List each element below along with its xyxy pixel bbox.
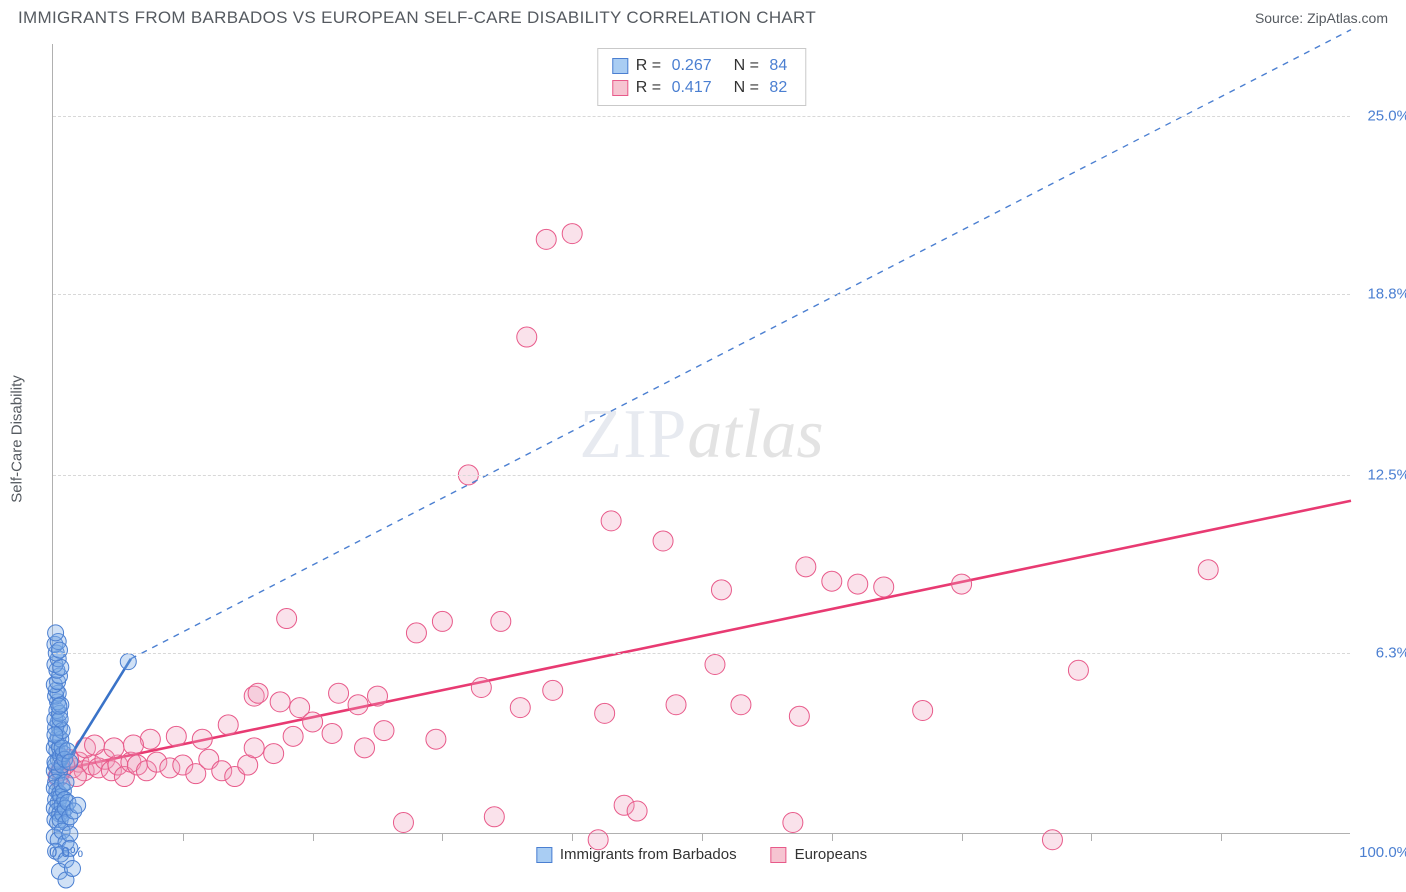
gridline xyxy=(53,294,1350,295)
x-tick xyxy=(442,833,443,841)
legend-series-label: Immigrants from Barbados xyxy=(560,846,737,863)
r-value: 0.267 xyxy=(672,57,712,74)
gridline xyxy=(53,653,1350,654)
r-value: 0.417 xyxy=(672,79,712,96)
x-tick xyxy=(702,833,703,841)
x-tick xyxy=(962,833,963,841)
legend-swatch-blue xyxy=(536,847,552,863)
r-label: R = xyxy=(636,57,661,74)
header: IMMIGRANTS FROM BARBADOS VS EUROPEAN SEL… xyxy=(0,0,1406,32)
y-axis-title: Self-Care Disability xyxy=(9,375,26,503)
chart-title: IMMIGRANTS FROM BARBADOS VS EUROPEAN SEL… xyxy=(18,8,816,28)
x-tick xyxy=(832,833,833,841)
legend-swatch-blue xyxy=(612,58,628,74)
source-prefix: Source: xyxy=(1255,10,1307,26)
r-label: R = xyxy=(636,79,661,96)
y-tick-label: 12.5% xyxy=(1355,466,1406,483)
x-axis-min-label: 0.0% xyxy=(49,844,83,861)
source-link[interactable]: ZipAtlas.com xyxy=(1307,10,1388,26)
legend-series-label: Europeans xyxy=(795,846,868,863)
legend-series: Immigrants from Barbados Europeans xyxy=(536,846,867,863)
y-tick-label: 25.0% xyxy=(1355,107,1406,124)
x-tick xyxy=(1221,833,1222,841)
scatter-plot-svg xyxy=(53,44,1350,833)
n-value: 84 xyxy=(769,57,787,74)
n-label: N = xyxy=(734,57,759,74)
legend-correlation-row-2: R = 0.417 N = 82 xyxy=(608,77,795,99)
x-tick xyxy=(183,833,184,841)
y-tick-label: 6.3% xyxy=(1355,645,1406,662)
legend-correlation: R = 0.267 N = 84 R = 0.417 N = 82 xyxy=(597,48,806,106)
legend-swatch-pink xyxy=(771,847,787,863)
legend-series-item-1: Immigrants from Barbados xyxy=(536,846,737,863)
x-tick xyxy=(1091,833,1092,841)
gridline xyxy=(53,475,1350,476)
x-tick xyxy=(572,833,573,841)
legend-swatch-pink xyxy=(612,80,628,96)
x-tick xyxy=(313,833,314,841)
y-tick-label: 18.8% xyxy=(1355,285,1406,302)
legend-correlation-row-1: R = 0.267 N = 84 xyxy=(608,55,795,77)
n-label: N = xyxy=(734,79,759,96)
legend-series-item-2: Europeans xyxy=(771,846,868,863)
gridline xyxy=(53,116,1350,117)
x-axis-max-label: 100.0% xyxy=(1359,844,1406,861)
n-value: 82 xyxy=(769,79,787,96)
source-attribution: Source: ZipAtlas.com xyxy=(1255,10,1388,26)
chart-container: Self-Care Disability ZIPatlas R = 0.267N… xyxy=(52,44,1350,834)
